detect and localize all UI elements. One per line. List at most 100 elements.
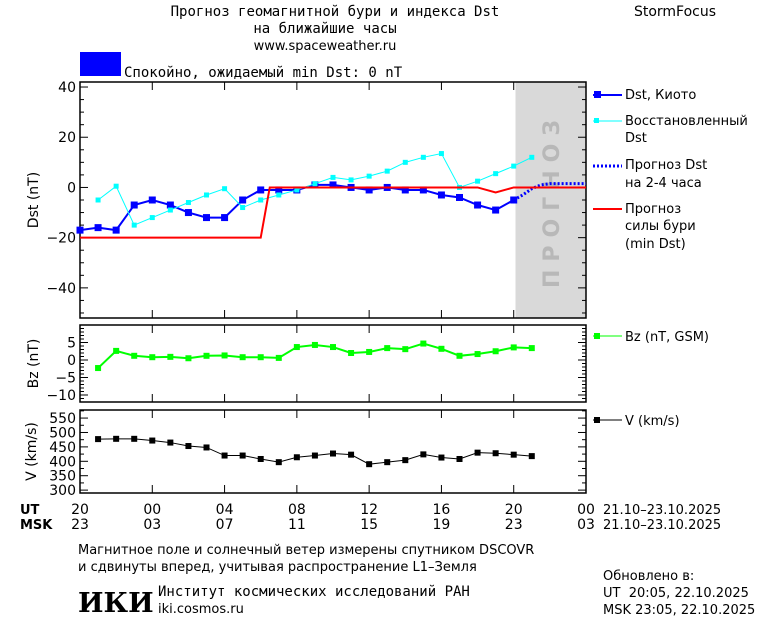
plot-frame — [79, 409, 587, 494]
data-point — [330, 450, 336, 457]
site-link[interactable]: www.spaceweather.ru — [254, 39, 397, 54]
y-tick-label: 500 — [49, 425, 76, 441]
data-point — [437, 191, 445, 199]
legend-forecast-label: Прогноз Dst — [625, 158, 707, 173]
msk-date-range: 21.10–23.10.2025 — [603, 518, 721, 533]
series-line — [97, 152, 533, 226]
y-tick-label: 20 — [58, 130, 76, 146]
data-point — [330, 174, 336, 180]
series-line — [80, 186, 586, 239]
y-tick-label: 5 — [67, 336, 76, 352]
y-tick-label: −10 — [46, 388, 76, 404]
forecast-zone-label: ПРОГНОЗ — [540, 112, 565, 288]
data-point — [420, 154, 426, 160]
legend-bz-label: Bz (nT, GSM) — [625, 330, 709, 345]
series-line — [98, 438, 532, 465]
data-point — [456, 352, 463, 359]
data-point — [438, 454, 445, 461]
legend-storm: Прогноз силы бури (min Dst) — [593, 202, 696, 252]
data-point — [239, 354, 246, 361]
data-point — [112, 226, 120, 234]
data-point — [257, 354, 264, 361]
data-point — [113, 347, 120, 354]
data-point — [293, 454, 300, 461]
data-point — [221, 452, 228, 459]
data-point — [185, 200, 191, 206]
y-axis-label: Bz (nT) — [26, 339, 42, 389]
data-point — [149, 437, 156, 444]
data-point — [384, 459, 391, 466]
data-point — [203, 352, 210, 359]
ut-tick-label: 00 — [143, 502, 161, 518]
data-point — [311, 452, 318, 459]
data-point — [474, 201, 482, 209]
data-point — [510, 344, 517, 351]
data-point — [131, 352, 138, 359]
data-point — [166, 201, 174, 209]
data-point — [420, 340, 427, 347]
data-point — [184, 209, 192, 217]
data-point — [95, 436, 102, 443]
data-point — [511, 163, 517, 169]
data-point — [276, 192, 282, 198]
data-point — [221, 352, 228, 359]
data-point — [456, 193, 463, 201]
y-tick-label: 550 — [49, 411, 76, 427]
msk-tick-label: 11 — [288, 517, 306, 533]
status-color-box — [80, 52, 121, 76]
legend-bz: Bz (nT, GSM) — [593, 330, 709, 345]
data-point — [528, 453, 535, 460]
data-point — [348, 451, 355, 458]
status-text: Спокойно, ожидаемый min Dst: 0 nT — [124, 65, 403, 81]
brand-label: StormFocus — [634, 4, 716, 20]
data-point — [185, 443, 192, 450]
data-point — [95, 365, 102, 372]
page-title: Прогноз геомагнитной бури и индекса Dst — [171, 4, 500, 20]
data-point — [149, 354, 156, 361]
data-point — [402, 159, 408, 165]
plot-frame — [79, 324, 587, 403]
ut-tick-label: 20 — [505, 502, 523, 518]
data-point — [493, 171, 499, 177]
data-point — [419, 186, 427, 194]
data-point — [149, 215, 155, 221]
data-point — [312, 181, 318, 187]
data-point — [492, 348, 499, 355]
updated-label: Обновлено в: — [603, 569, 694, 584]
data-point — [131, 435, 138, 442]
y-tick-label: 350 — [49, 469, 76, 485]
legend-kyoto-label: Dst, Киото — [625, 88, 696, 103]
footer-note-2: и сдвинуты вперед, учитывая распростране… — [78, 560, 477, 575]
institute-link[interactable]: iki.cosmos.ru — [158, 602, 244, 617]
ut-tick-label: 04 — [216, 502, 234, 518]
ut-tick-label: 20 — [71, 502, 89, 518]
y-axis-label: Dst (nT) — [26, 172, 42, 228]
data-point — [275, 459, 282, 466]
legend-kyoto: Dst, Киото — [593, 88, 696, 103]
legend-forecast-label-2: на 2-4 часа — [625, 176, 702, 191]
data-point — [275, 354, 282, 361]
y-tick-label: 0 — [67, 180, 76, 196]
data-point — [185, 355, 192, 362]
legend-storm-label-3: (min Dst) — [625, 237, 686, 252]
msk-tick-label: 15 — [360, 517, 378, 533]
data-point — [257, 455, 264, 462]
data-point — [365, 186, 373, 194]
iki-logo: ИКИ — [78, 588, 154, 619]
data-point — [438, 345, 445, 352]
data-point — [293, 344, 300, 351]
data-point — [529, 154, 535, 160]
msk-tick-label: 19 — [433, 517, 451, 533]
data-point — [148, 196, 156, 204]
data-point — [294, 187, 300, 193]
data-point — [311, 341, 318, 348]
ut-tick-label: 12 — [360, 502, 378, 518]
legend-v: V (km/s) — [593, 414, 680, 429]
data-point — [167, 207, 173, 213]
y-tick-label: 300 — [49, 483, 76, 499]
page-subtitle: на ближайшие часы — [253, 21, 396, 37]
data-point — [240, 205, 246, 211]
msk-tick-label: 23 — [505, 517, 523, 533]
y-tick-label: 400 — [49, 454, 76, 470]
data-point — [366, 461, 373, 468]
